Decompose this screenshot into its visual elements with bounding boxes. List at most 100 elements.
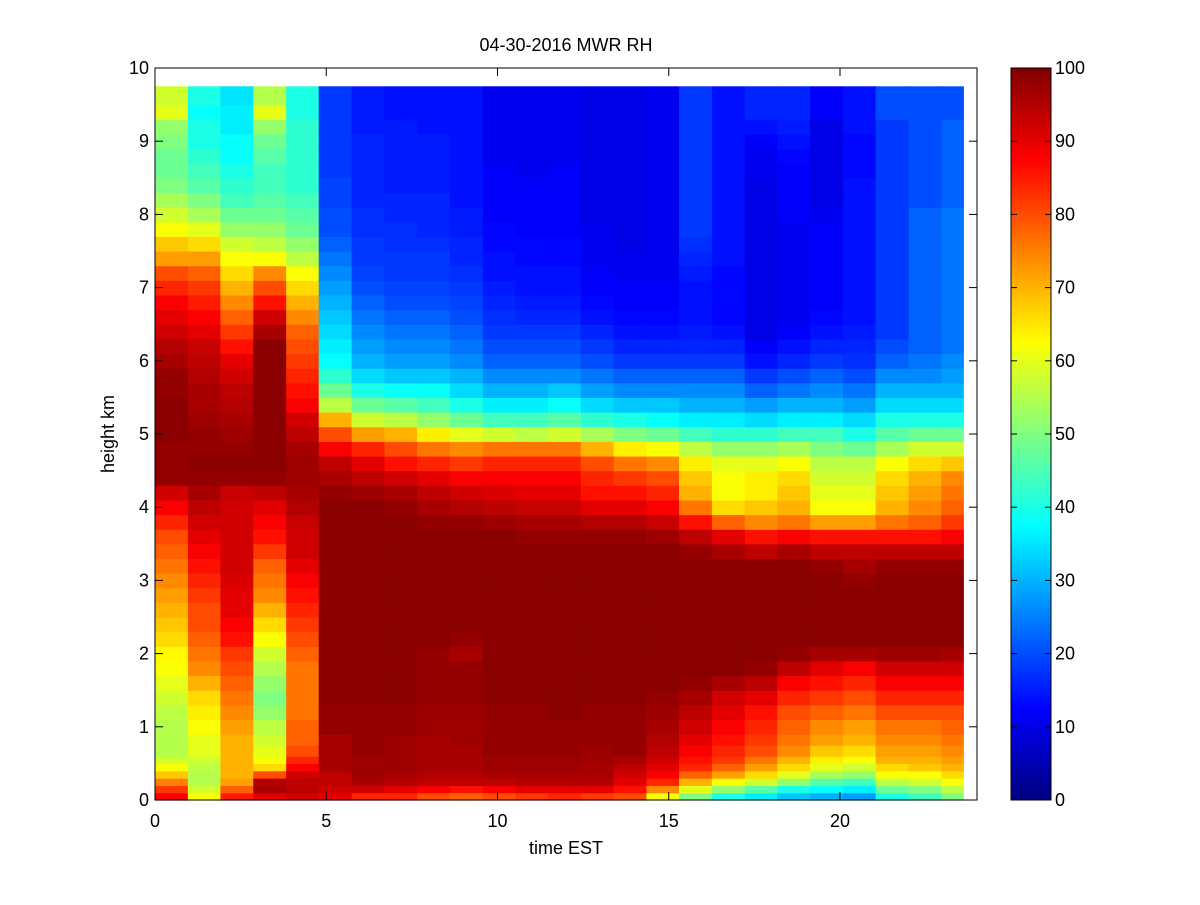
- heatmap-cell: [908, 734, 942, 746]
- y-axis-label: height km: [98, 395, 118, 473]
- heatmap-cell: [908, 148, 942, 164]
- heatmap-cell: [482, 177, 516, 194]
- colorbar-tick-label: 50: [1055, 424, 1075, 444]
- heatmap-cell: [941, 690, 964, 706]
- heatmap-cell: [843, 690, 877, 706]
- heatmap-cell: [253, 734, 287, 746]
- heatmap-cell: [744, 499, 778, 516]
- heatmap-cell: [449, 499, 484, 516]
- heatmap-cell: [220, 412, 254, 428]
- heatmap-cell: [351, 704, 386, 721]
- heatmap-cell: [941, 265, 964, 281]
- heatmap-cell: [318, 617, 353, 633]
- heatmap-cell: [482, 602, 516, 618]
- heatmap-cell: [449, 756, 484, 764]
- heatmap-cell: [908, 763, 942, 772]
- heatmap-cell: [908, 294, 942, 311]
- heatmap-cell: [155, 485, 189, 501]
- heatmap-cell: [318, 309, 353, 325]
- heatmap-cell: [155, 617, 189, 633]
- heatmap-cell: [941, 236, 964, 252]
- heatmap-cell: [777, 499, 811, 516]
- colorbar-tick-label: 40: [1055, 497, 1075, 517]
- heatmap-cell: [253, 441, 287, 457]
- heatmap-cell: [744, 251, 778, 267]
- heatmap-cell: [417, 397, 451, 413]
- heatmap-cell: [777, 221, 811, 237]
- heatmap-cell: [449, 690, 484, 706]
- heatmap-cell: [449, 602, 484, 618]
- heatmap-cell: [679, 558, 713, 574]
- heatmap-cell: [744, 734, 778, 746]
- heatmap-cell: [417, 617, 451, 633]
- heatmap-cell: [187, 529, 222, 545]
- heatmap-cell: [941, 573, 964, 589]
- heatmap-cell: [482, 792, 516, 801]
- heatmap-cell: [646, 309, 680, 325]
- heatmap-cell: [843, 294, 877, 311]
- heatmap-cell: [941, 558, 964, 574]
- heatmap-cell: [449, 324, 484, 340]
- heatmap-cell: [384, 265, 418, 281]
- heatmap-cell: [286, 756, 320, 764]
- heatmap-cell: [843, 514, 877, 530]
- heatmap-cell: [646, 587, 680, 603]
- heatmap-cell: [318, 86, 353, 106]
- heatmap-cell: [155, 704, 189, 721]
- heatmap-cell: [253, 470, 287, 486]
- heatmap-cell: [908, 133, 942, 150]
- heatmap-cell: [941, 455, 964, 472]
- heatmap-cell: [351, 104, 386, 120]
- heatmap-cell: [187, 734, 222, 746]
- heatmap-cell: [253, 426, 287, 442]
- heatmap-cell: [351, 221, 386, 237]
- heatmap-cell: [711, 792, 746, 801]
- heatmap-cell: [548, 485, 582, 501]
- heatmap-cell: [155, 587, 189, 603]
- heatmap-cell: [580, 382, 615, 398]
- heatmap-cell: [941, 745, 964, 757]
- heatmap-cell: [548, 104, 582, 120]
- heatmap-cell: [941, 309, 964, 325]
- heatmap-cell: [843, 148, 877, 164]
- heatmap-cell: [318, 587, 353, 603]
- heatmap-cell: [908, 631, 942, 647]
- heatmap-cell: [384, 719, 418, 735]
- heatmap-cell: [679, 529, 713, 545]
- heatmap-cell: [580, 631, 615, 647]
- heatmap-cell: [318, 485, 353, 501]
- heatmap-cell: [253, 455, 287, 472]
- heatmap-cell: [744, 441, 778, 457]
- heatmap-cell: [155, 763, 189, 772]
- heatmap-cell: [941, 207, 964, 223]
- heatmap-cell: [515, 148, 549, 164]
- heatmap-cell: [580, 455, 615, 472]
- heatmap-cell: [744, 719, 778, 735]
- heatmap-cell: [810, 756, 844, 764]
- heatmap-cell: [941, 368, 964, 384]
- heatmap-cell: [286, 543, 320, 560]
- heatmap-cell: [679, 441, 713, 457]
- heatmap-cell: [482, 426, 516, 442]
- heatmap-cell: [155, 368, 189, 384]
- colorbar-tick-label: 80: [1055, 204, 1075, 224]
- colorbar-tick-label: 10: [1055, 717, 1075, 737]
- heatmap-cell: [286, 382, 320, 398]
- heatmap-cell: [613, 207, 648, 223]
- heatmap-cell: [220, 163, 254, 179]
- heatmap-cell: [548, 778, 582, 786]
- heatmap-cell: [384, 294, 418, 311]
- x-tick-label: 20: [830, 811, 850, 831]
- heatmap-cell: [908, 338, 942, 355]
- heatmap-cell: [155, 86, 189, 106]
- heatmap-cell: [580, 587, 615, 603]
- heatmap-cell: [351, 770, 386, 779]
- heatmap-cell: [253, 704, 287, 721]
- heatmap-cell: [810, 86, 844, 106]
- heatmap-cell: [580, 426, 615, 442]
- x-tick-label: 10: [487, 811, 507, 831]
- heatmap-cell: [155, 309, 189, 325]
- heatmap-cell: [417, 338, 451, 355]
- heatmap-cell: [711, 587, 746, 603]
